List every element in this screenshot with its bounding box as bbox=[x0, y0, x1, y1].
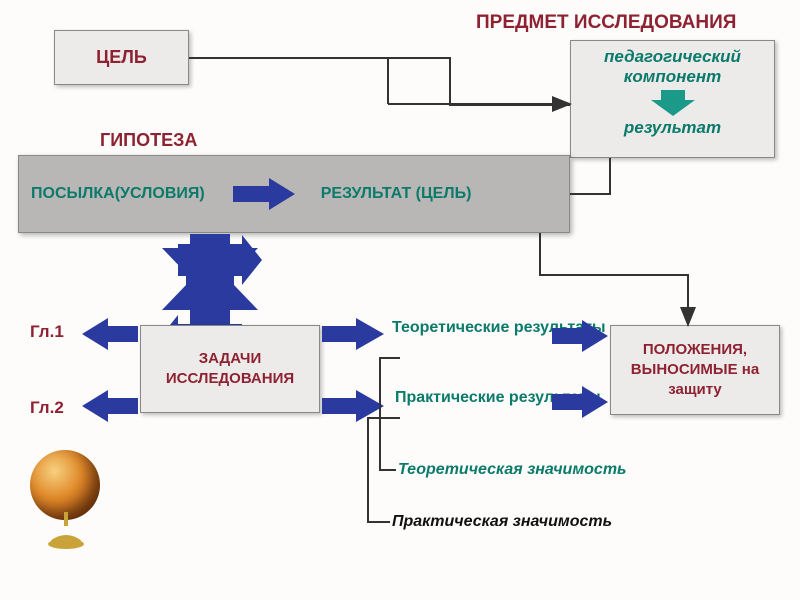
ch1-label: Гл.1 bbox=[30, 322, 64, 342]
pract-results-label: Практические результаты bbox=[395, 388, 601, 408]
arrow-right-icon bbox=[229, 174, 303, 214]
defense-label: ПОЛОЖЕНИЯ, ВЫНОСИМЫЕ на защиту bbox=[615, 340, 775, 401]
hypothesis-label: ГИПОТЕЗА bbox=[100, 130, 197, 151]
tasks-box: ЗАДАЧИ ИССЛЕДОВАНИЯ bbox=[140, 325, 320, 413]
defense-box: ПОЛОЖЕНИЯ, ВЫНОСИМЫЕ на защиту bbox=[610, 325, 780, 415]
arrow-down-icon bbox=[647, 88, 699, 118]
premise-label: ПОСЫЛКА(УСЛОВИЯ) bbox=[31, 185, 205, 203]
theor-results-label: Теоретические результаты bbox=[392, 318, 606, 338]
goal-label: ЦЕЛЬ bbox=[96, 47, 147, 68]
subject-title: ПРЕДМЕТ ИССЛЕДОВАНИЯ bbox=[476, 12, 736, 34]
tasks-label: ЗАДАЧИ ИССЛЕДОВАНИЯ bbox=[141, 349, 319, 390]
globe-stand-icon bbox=[44, 512, 88, 552]
result-label: результат bbox=[624, 118, 721, 138]
theor-signif-label: Теоретическая значимость bbox=[398, 460, 627, 480]
result-goal-label: РЕЗУЛЬТАТ (ЦЕЛЬ) bbox=[321, 185, 472, 203]
globe-icon bbox=[30, 450, 100, 520]
ch2-label: Гл.2 bbox=[30, 398, 64, 418]
hypothesis-panel: ПОСЫЛКА(УСЛОВИЯ) РЕЗУЛЬТАТ (ЦЕЛЬ) bbox=[18, 155, 570, 233]
pract-signif-label: Практическая значимость bbox=[392, 512, 612, 532]
goal-box: ЦЕЛЬ bbox=[54, 30, 189, 85]
subject-box: педагогический компонент результат bbox=[570, 40, 775, 158]
pedagogical-label: педагогический компонент bbox=[575, 47, 770, 86]
